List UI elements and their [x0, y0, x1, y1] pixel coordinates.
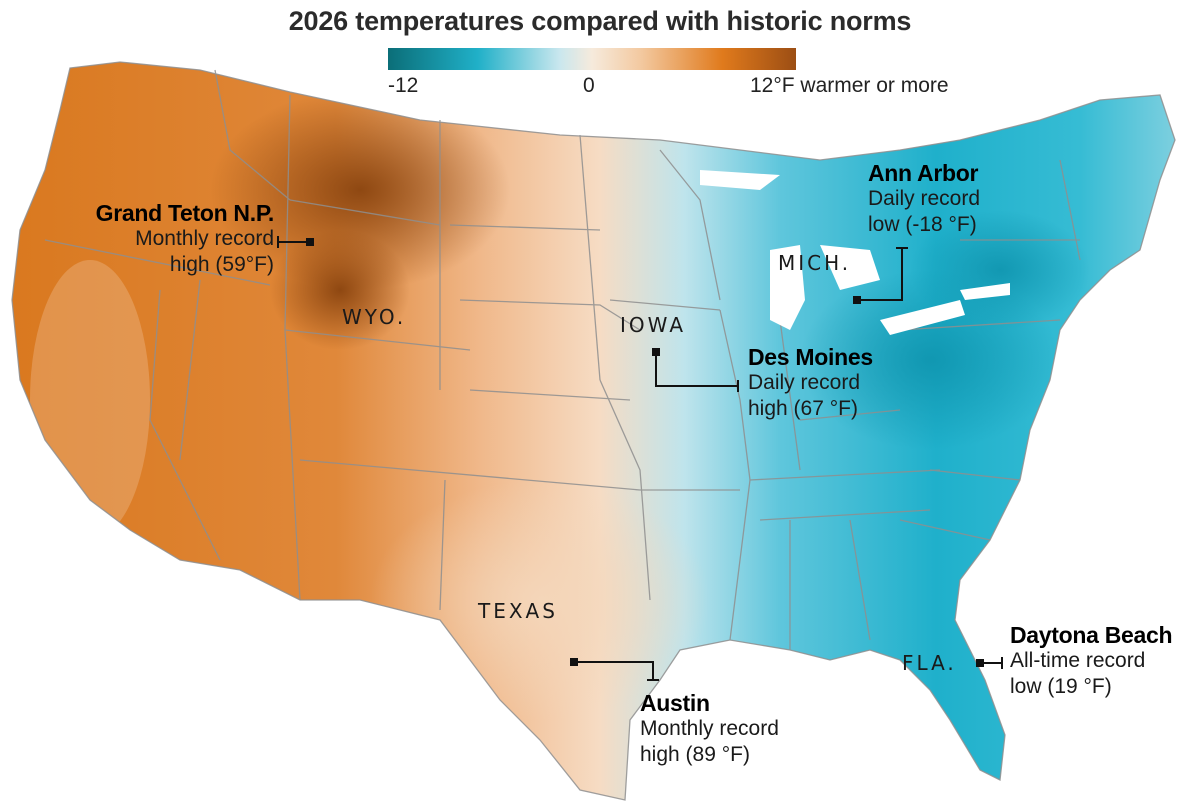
location-markers [306, 238, 984, 667]
annotation-line: low (19 °F) [1010, 675, 1112, 698]
legend-mid-label: 0 [583, 74, 595, 97]
state-borders [11, 61, 1176, 801]
legend-max-label: 12°F warmer or more [750, 74, 949, 97]
marker-grand-teton [306, 238, 314, 246]
state-label-iowa: IOWA [620, 313, 686, 337]
annotation-line: high (89 °F) [640, 743, 750, 766]
annotation-line: high (59°F) [169, 253, 274, 276]
marker-des-moines [652, 348, 660, 356]
annotation-line: high (67 °F) [748, 397, 858, 420]
marker-ann-arbor [853, 296, 861, 304]
annotation-line: low (-18 °F) [868, 213, 977, 236]
annotation-name: Des Moines [748, 344, 873, 370]
annotation-line: Monthly record [135, 227, 274, 250]
marker-daytona-beach [976, 659, 984, 667]
annotation-daytona-beach: Daytona Beach All-time record low (19 °F… [1010, 622, 1173, 700]
state-label-wyoming: WYO. [342, 305, 406, 329]
great-lakes [700, 170, 1010, 335]
legend-min-label: -12 [388, 74, 419, 97]
state-label-michigan: MICH. [778, 251, 851, 275]
state-label-florida: FLA. [902, 651, 957, 675]
annotation-austin: Austin Monthly record high (89 °F) [640, 690, 779, 768]
annotation-grand-teton: Grand Teton N.P. Monthly record high (59… [95, 200, 275, 278]
annotation-line: All-time record [1010, 649, 1146, 672]
annotation-leaders [277, 236, 1003, 681]
annotation-line: Daily record [868, 187, 981, 210]
annotation-ann-arbor: Ann Arbor Daily record low (-18 °F) [868, 160, 980, 238]
annotation-name: Grand Teton N.P. [95, 200, 275, 226]
annotation-des-moines: Des Moines Daily record high (67 °F) [748, 344, 873, 422]
state-label-texas: TEXAS [477, 599, 558, 623]
annotation-name: Austin [640, 690, 710, 716]
map-title: 2026 temperatures compared with historic… [288, 6, 912, 36]
annotation-name: Daytona Beach [1010, 622, 1173, 648]
annotation-line: Monthly record [640, 717, 779, 740]
marker-austin [570, 658, 578, 666]
annotation-line: Daily record [748, 371, 861, 394]
annotation-name: Ann Arbor [868, 160, 979, 186]
color-scale-legend [388, 48, 796, 70]
